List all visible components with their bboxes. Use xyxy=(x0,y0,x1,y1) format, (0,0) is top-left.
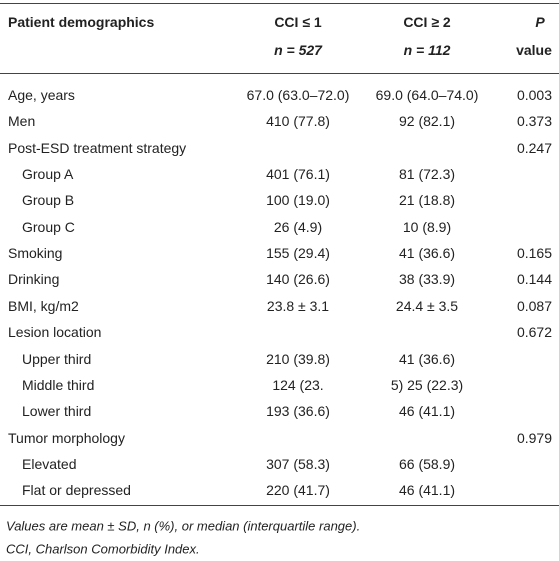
cell-text: 124 (23. xyxy=(272,376,324,393)
cell-text: Group B xyxy=(22,192,75,209)
cell-text: n = 527 xyxy=(274,42,322,58)
cell-text: 100 (19.0) xyxy=(266,192,330,209)
cell-text: 0.087 xyxy=(516,297,552,314)
cell-text: CCI, Charlson Comorbidity Index. xyxy=(6,541,200,557)
cell-text: Men xyxy=(8,113,36,130)
cell-text: Lower third xyxy=(22,403,92,420)
cell-text: 38 (33.9) xyxy=(398,271,456,288)
cell-text: P xyxy=(535,14,545,30)
cell-text: 401 (76.1) xyxy=(266,166,330,183)
cell-text: 46 (41.1) xyxy=(398,403,456,420)
cell-text: Tumor morphology xyxy=(8,429,125,446)
cell-text: 69.0 (64.0–74.0) xyxy=(375,87,479,103)
rule xyxy=(0,73,559,74)
cell-text: CCI ≤ 1 xyxy=(274,14,322,30)
cell-text: 0.979 xyxy=(516,429,552,446)
cell-text: 41 (36.6) xyxy=(398,245,456,262)
cell-text: Post-ESD treatment strategy xyxy=(8,139,187,156)
cell-text: 210 (39.8) xyxy=(266,350,330,367)
cell-text: 140 (26.6) xyxy=(266,271,330,288)
cell-text: 155 (29.4) xyxy=(266,245,330,262)
cell-text: 21 (18.8) xyxy=(398,192,456,209)
cell-text: value xyxy=(516,42,552,58)
cell-text: 410 (77.8) xyxy=(266,113,330,130)
cell-text: 24.4 ± 3.5 xyxy=(395,297,459,314)
cell-text: BMI, kg/m2 xyxy=(8,297,79,314)
cell-text: 0.003 xyxy=(516,87,552,103)
cell-text: Flat or depressed xyxy=(22,482,131,499)
rule xyxy=(0,3,559,4)
cell-text: Patient demographics xyxy=(8,14,155,30)
cell-text: Lesion location xyxy=(8,324,102,341)
cell-text: 5) 25 (22.3) xyxy=(390,376,464,393)
cell-text: 0.672 xyxy=(516,324,552,341)
cell-text: Upper third xyxy=(22,350,92,367)
cell-text: Values are mean ± SD, n (%), or median (… xyxy=(6,518,361,534)
cell-text: 0.144 xyxy=(516,271,552,288)
cell-text: Smoking xyxy=(8,245,63,262)
cell-text: 92 (82.1) xyxy=(398,113,456,130)
cell-text: Age, years xyxy=(8,87,75,103)
rule xyxy=(0,505,559,506)
cell-text: 66 (58.9) xyxy=(398,455,456,472)
cell-text: 81 (72.3) xyxy=(398,166,456,183)
cell-text: 10 (8.9) xyxy=(402,218,452,235)
cell-text: Group C xyxy=(22,218,75,235)
cell-text: 67.0 (63.0–72.0) xyxy=(246,87,350,103)
cell-text: 0.247 xyxy=(516,139,552,156)
cell-text: n = 112 xyxy=(403,42,451,58)
cell-text: Drinking xyxy=(8,271,60,288)
cell-text: 193 (36.6) xyxy=(266,403,330,420)
cell-text: Elevated xyxy=(22,455,77,472)
cell-text: 220 (41.7) xyxy=(266,482,330,499)
cell-text: 26 (4.9) xyxy=(273,218,323,235)
cell-text: Middle third xyxy=(22,376,95,393)
cell-text: 0.165 xyxy=(516,245,552,262)
cell-text: 0.373 xyxy=(516,113,552,130)
cell-text: CCI ≥ 2 xyxy=(403,14,451,30)
cell-text: 307 (58.3) xyxy=(266,455,330,472)
cell-text: 23.8 ± 3.1 xyxy=(266,297,330,314)
cell-text: 41 (36.6) xyxy=(398,350,456,367)
cell-text: Group A xyxy=(22,166,74,183)
cell-text: 46 (41.1) xyxy=(398,482,456,499)
